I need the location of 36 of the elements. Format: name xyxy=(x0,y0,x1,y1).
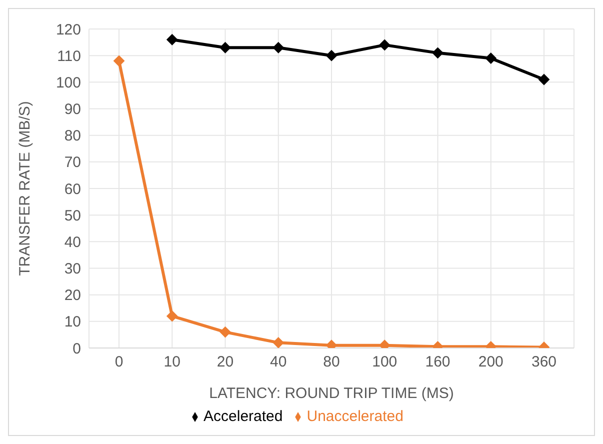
point xyxy=(272,42,284,54)
x-tick-label: 200 xyxy=(478,354,504,371)
x-tick-label: 10 xyxy=(164,354,180,371)
point xyxy=(166,34,178,46)
x-tick-label: 100 xyxy=(372,354,398,371)
x-axis-title: LATENCY: ROUND TRIP TIME (MS) xyxy=(209,385,454,402)
y-tick-label: 60 xyxy=(64,180,81,198)
x-tick-label: 360 xyxy=(531,354,557,371)
y-tick-label: 80 xyxy=(64,128,81,145)
y-tick-label: 100 xyxy=(56,74,81,92)
y-tick-label: 110 xyxy=(57,48,81,65)
legend-label: Unaccelerated xyxy=(306,408,404,425)
point xyxy=(485,52,496,64)
point xyxy=(379,39,390,50)
point xyxy=(220,42,231,54)
y-tick-label: 40 xyxy=(64,234,81,251)
y-tick-label: 20 xyxy=(64,287,81,304)
point xyxy=(326,50,337,62)
x-tick-label: 40 xyxy=(270,354,287,371)
y-tick-label: 50 xyxy=(64,207,81,224)
x-tick-label: 80 xyxy=(323,354,340,371)
y-tick-label: 70 xyxy=(64,154,81,172)
x-tick-label: 0 xyxy=(114,354,124,371)
y-tick-label: 90 xyxy=(64,101,81,118)
point xyxy=(114,55,124,66)
point xyxy=(538,74,550,86)
x-tick-label: 160 xyxy=(425,354,450,371)
legend-label: Accelerated xyxy=(204,408,283,425)
y-tick-label: 120 xyxy=(56,21,81,38)
x-tick-label: 20 xyxy=(216,354,234,371)
point xyxy=(272,337,284,348)
y-axis-title: TRANSFER RATE (MB/S) xyxy=(16,101,34,276)
point xyxy=(432,47,444,58)
y-tick-label: 0 xyxy=(72,340,81,358)
y-tick-label: 30 xyxy=(64,260,81,278)
y-tick-label: 10 xyxy=(64,314,81,331)
